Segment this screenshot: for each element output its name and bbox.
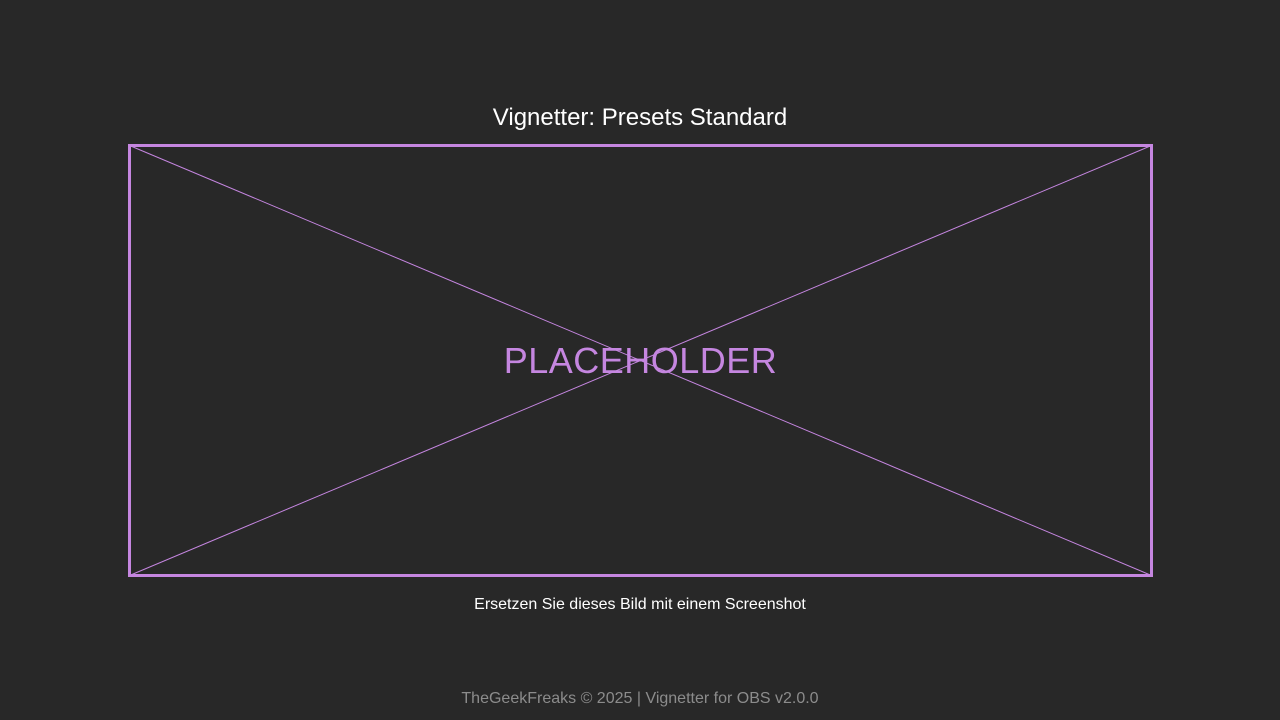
image-caption: Ersetzen Sie dieses Bild mit einem Scree… xyxy=(474,596,806,613)
placeholder-frame xyxy=(128,144,1153,577)
footer-text: TheGeekFreaks © 2025 | Vignetter for OBS… xyxy=(461,690,819,707)
placeholder-diagonal-2 xyxy=(129,145,1152,576)
placeholder-label: PLACEHOLDER xyxy=(503,340,778,381)
image-placeholder: PLACEHOLDER xyxy=(128,144,1153,577)
page-title: Vignetter: Presets Standard xyxy=(492,104,788,131)
placeholder-border xyxy=(128,144,1153,577)
